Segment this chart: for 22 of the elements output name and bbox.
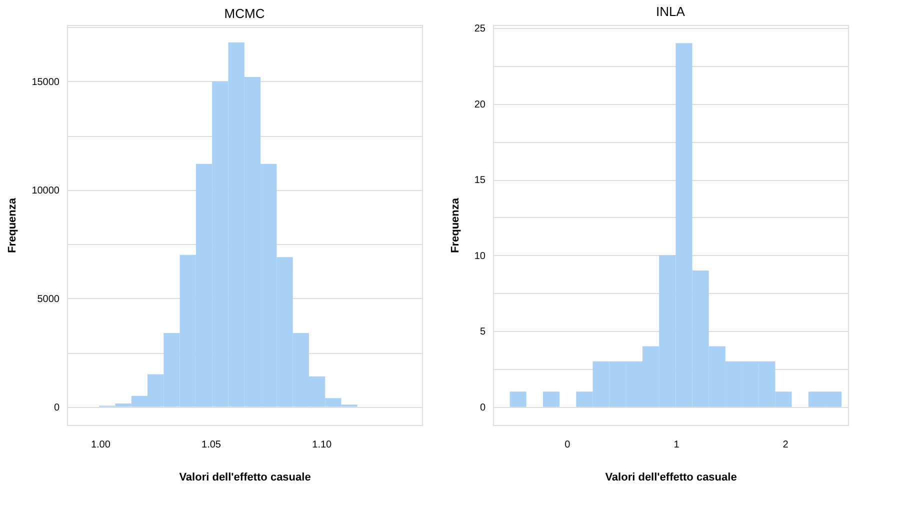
- chart-title: MCMC: [224, 6, 265, 21]
- y-tick-label: 0: [54, 402, 60, 414]
- y-tick-label: 5: [480, 326, 486, 338]
- x-tick-label: 1.10: [312, 440, 332, 450]
- x-axis-title: Valori dell'effetto casuale: [605, 472, 737, 484]
- y-tick-label: 10000: [32, 185, 60, 196]
- y-tick-label: 5000: [37, 294, 60, 305]
- y-tick-label: 25: [474, 24, 486, 35]
- x-tick-label: 1.00: [90, 440, 111, 450]
- x-tick-label: 0: [564, 440, 571, 450]
- x-axis-title: Valori dell'effetto casuale: [179, 472, 311, 484]
- chart-title: INLA: [656, 4, 686, 20]
- y-tick-label: 15000: [32, 76, 60, 88]
- y-tick-label: 20: [474, 99, 486, 110]
- x-tick-label: 1.05: [202, 440, 222, 450]
- y-tick-label: 0: [480, 402, 486, 414]
- y-tick-label: 15: [474, 175, 486, 186]
- y-tick-label: 10: [474, 250, 486, 262]
- y-axis-title: Frequenza: [6, 197, 19, 254]
- y-axis-title: Frequenza: [449, 197, 462, 254]
- x-tick-label: 2: [782, 440, 789, 450]
- x-tick-label: 1: [674, 440, 680, 450]
